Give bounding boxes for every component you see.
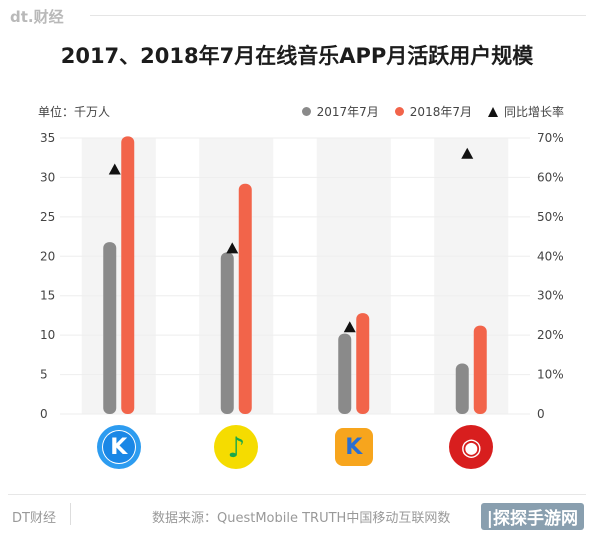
qqmusic-icon: ♪ (214, 425, 259, 469)
y-left-tick-label: 25 (40, 210, 55, 224)
bar-2017 (103, 242, 117, 414)
footer-brand: DT财经 (12, 511, 56, 526)
category-band (434, 138, 509, 414)
growth-marker (108, 163, 121, 175)
kugou-glyph: K (102, 431, 135, 463)
data-source-text: 数据来源：QuestMobile TRUTH中国移动互联网数 (152, 511, 451, 526)
chart-legend: 2017年7月 2018年7月 同比增长率 (301, 103, 564, 120)
y-right-tick-label: 20% (537, 328, 564, 342)
legend-item-2018: 2018年7月 (394, 103, 472, 120)
category-band (199, 138, 274, 414)
category-band (316, 138, 391, 414)
bar-2017 (220, 252, 234, 414)
y-left-tick-label: 0 (40, 407, 48, 421)
y-left-tick-label: 35 (40, 131, 55, 145)
y-left-tick-label: 20 (40, 249, 55, 263)
growth-marker (343, 321, 356, 333)
growth-marker (461, 147, 474, 159)
bar-2017 (455, 363, 469, 414)
legend-item-2017: 2017年7月 (301, 103, 379, 120)
y-left-tick-label: 15 (40, 289, 55, 303)
chart-title: 2017、2018年7月在线音乐APP月活跃用户规模 (60, 44, 534, 68)
legend-swatch-2017 (301, 107, 311, 116)
bar-2018 (121, 136, 135, 414)
bar-2018 (473, 325, 487, 414)
y-left-tick-label: 10 (40, 328, 55, 342)
netease-icon: ◉ (449, 425, 494, 469)
y-right-tick-label: 0 (537, 407, 545, 421)
y-right-tick-label: 60% (537, 170, 564, 184)
legend-item-growth: 同比增长率 (487, 103, 564, 120)
y-right-tick-label: 30% (537, 289, 564, 303)
brand-logo-top: dt.财经 (10, 8, 64, 26)
growth-marker (226, 242, 239, 254)
kugou-icon: K (96, 425, 141, 469)
y-right-tick-label: 70% (537, 131, 564, 145)
bottom-divider (8, 494, 586, 495)
legend-label-2017: 2017年7月 (316, 105, 379, 119)
y-left-tick-label: 30 (40, 170, 55, 184)
legend-label-2018: 2018年7月 (409, 105, 472, 119)
unit-label: 单位：千万人 (38, 105, 111, 119)
legend-triangle-icon (487, 106, 498, 117)
bar-2018 (238, 183, 252, 414)
y-right-tick-label: 50% (537, 210, 564, 224)
top-divider (90, 15, 586, 16)
y-right-tick-label: 10% (537, 368, 564, 382)
bar-2018 (356, 313, 370, 414)
legend-label-growth: 同比增长率 (503, 105, 564, 119)
kuwo-icon: K (334, 428, 373, 466)
bar-2017 (338, 333, 352, 414)
y-left-tick-label: 5 (40, 368, 48, 382)
footer-separator (70, 503, 71, 525)
y-right-tick-label: 40% (537, 249, 564, 263)
legend-swatch-2018 (394, 107, 404, 116)
watermark-badge: |探探手游网 (480, 503, 584, 530)
category-band (81, 138, 156, 414)
